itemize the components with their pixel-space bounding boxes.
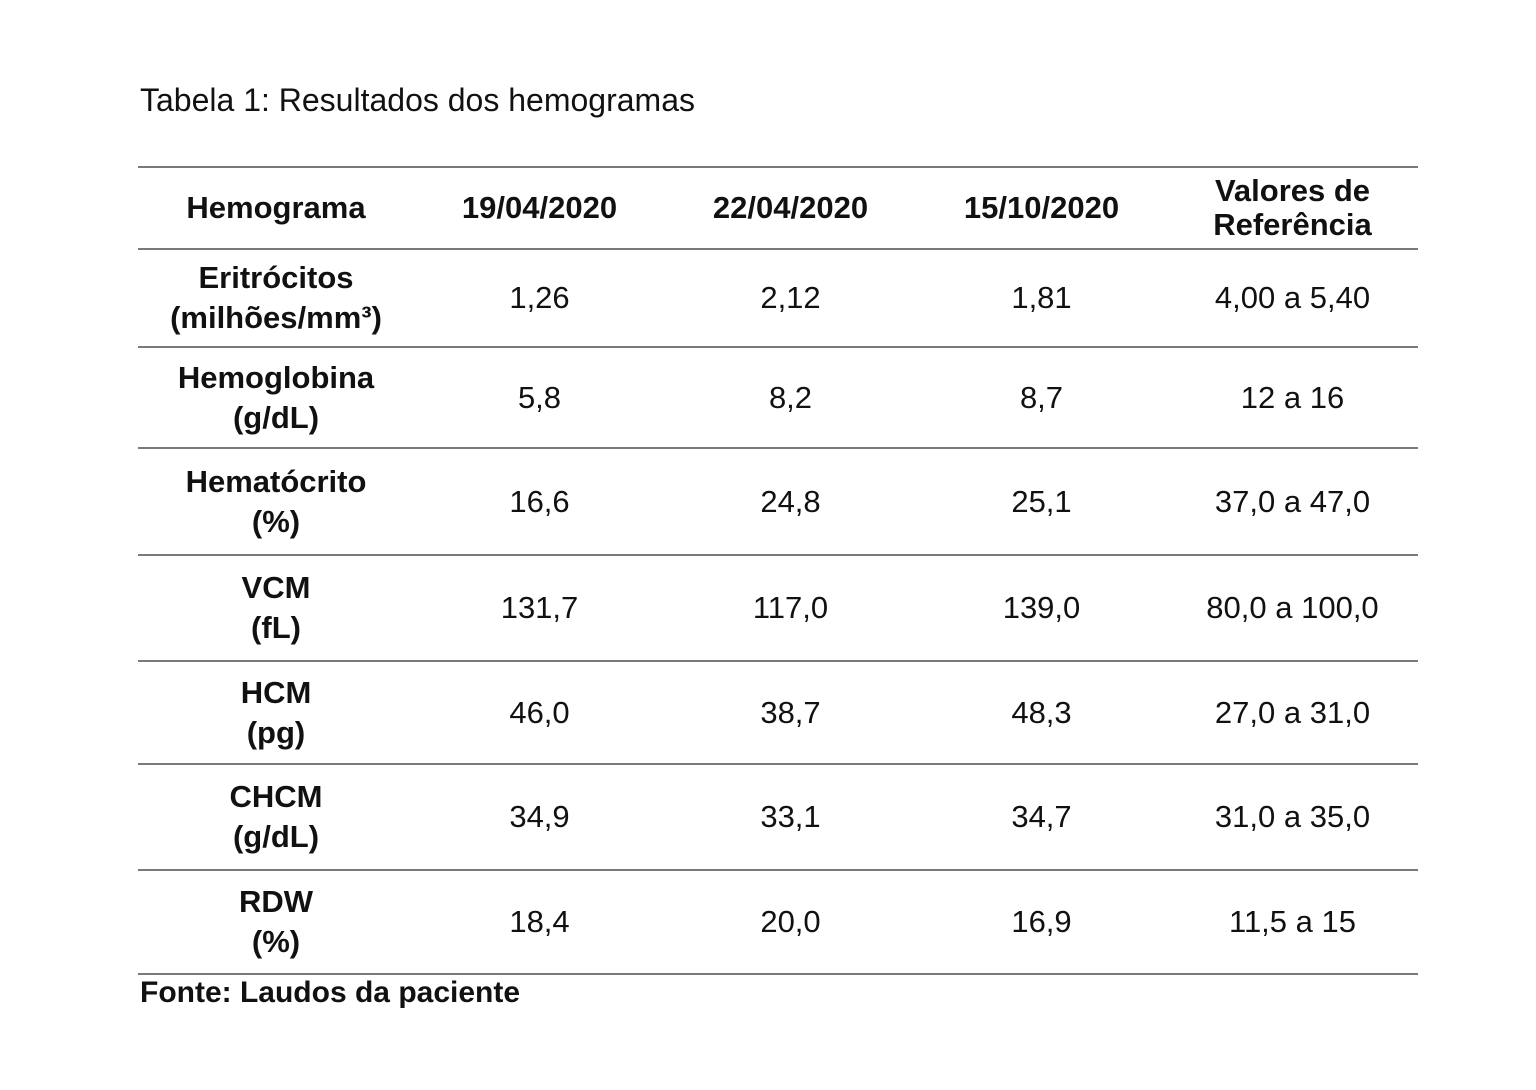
parameter-name: CHCM — [229, 779, 323, 814]
table-row: Hemoglobina (g/dL) 5,8 8,2 8,7 12 a 16 — [138, 347, 1418, 448]
row-label: Hemoglobina (g/dL) — [138, 347, 414, 448]
parameter-name: VCM — [241, 570, 311, 605]
result-cell: 38,7 — [760, 694, 821, 730]
parameter-unit: (fL) — [251, 610, 301, 645]
header-hemograma: Hemograma — [186, 190, 366, 225]
result-cell: 139,0 — [1002, 590, 1081, 625]
table-row: HCM (pg) 46,0 38,7 48,3 27,0 a 31,0 — [138, 661, 1418, 764]
result-cell: 16,6 — [509, 483, 570, 519]
table-row: RDW (%) 18,4 20,0 16,9 11,5 a 15 — [138, 870, 1418, 974]
table-row: Hematócrito (%) 16,6 24,8 25,1 37,0 a 47,0 — [138, 448, 1418, 555]
parameter-unit: (g/dL) — [232, 819, 320, 854]
parameter-name: Eritrócitos — [198, 260, 354, 295]
row-label: Eritrócitos (milhões/mm³) — [138, 249, 414, 347]
result-cell: 34,7 — [1011, 799, 1072, 834]
parameter-unit: (pg) — [246, 714, 306, 750]
reference-cell: 12 a 16 — [1240, 379, 1345, 415]
reference-cell: 80,0 a 100,0 — [1206, 590, 1379, 625]
parameter-name: RDW — [238, 884, 314, 919]
parameter-unit: (g/dL) — [232, 399, 320, 435]
row-label: Hematócrito (%) — [138, 448, 414, 555]
result-cell: 24,8 — [760, 483, 821, 519]
result-cell: 5,8 — [517, 379, 562, 415]
reference-cell: 31,0 a 35,0 — [1214, 799, 1371, 834]
result-cell: 16,9 — [1011, 904, 1072, 939]
header-date-2: 22/04/2020 — [712, 190, 869, 225]
reference-cell: 4,00 a 5,40 — [1214, 280, 1371, 315]
parameter-name: HCM — [240, 674, 312, 710]
row-label: HCM (pg) — [138, 661, 414, 764]
header-reference-line1: Valores de — [1214, 173, 1371, 208]
result-cell: 34,9 — [509, 799, 570, 834]
reference-cell: 37,0 a 47,0 — [1214, 483, 1371, 519]
table-row: Eritrócitos (milhões/mm³) 1,26 2,12 1,81 4,00… — [138, 249, 1418, 347]
result-cell: 33,1 — [760, 799, 821, 834]
result-cell: 18,4 — [509, 904, 570, 939]
table-source: Fonte: Laudos da paciente — [140, 976, 521, 1009]
result-cell: 1,81 — [1011, 280, 1072, 315]
row-label: CHCM (g/dL) — [138, 764, 414, 870]
table-caption: Tabela 1: Resultados dos hemogramas — [140, 82, 695, 118]
result-cell: 131,7 — [500, 590, 579, 625]
reference-cell: 27,0 a 31,0 — [1214, 694, 1371, 730]
result-cell: 20,0 — [760, 904, 821, 939]
parameter-name: Hemoglobina — [177, 359, 375, 395]
result-cell: 1,26 — [509, 280, 570, 315]
table-row: VCM (fL) 131,7 117,0 139,0 80,0 a 100,0 — [138, 555, 1418, 661]
header-date-1: 19/04/2020 — [461, 190, 618, 225]
result-cell: 117,0 — [752, 590, 829, 625]
row-label: RDW (%) — [138, 870, 414, 974]
result-cell: 8,7 — [1019, 379, 1064, 415]
parameter-unit: (%) — [251, 924, 301, 959]
parameter-name: Hematócrito — [185, 463, 367, 499]
result-cell: 25,1 — [1011, 483, 1072, 519]
parameter-unit: (%) — [251, 503, 301, 539]
result-cell: 2,12 — [760, 280, 821, 315]
reference-cell: 11,5 a 15 — [1229, 904, 1356, 939]
table-header-row: Hemograma 19/04/2020 22/04/2020 15/10/20… — [138, 167, 1418, 249]
header-reference-line2: Referência — [1213, 207, 1372, 242]
parameter-unit: (milhões/mm³) — [170, 300, 382, 335]
result-cell: 8,2 — [768, 379, 813, 415]
result-cell: 46,0 — [509, 694, 570, 730]
header-reference: Valores de Referência — [1167, 167, 1418, 249]
row-label: VCM (fL) — [138, 555, 414, 661]
header-date-3: 15/10/2020 — [963, 190, 1120, 225]
table-row: CHCM (g/dL) 34,9 33,1 34,7 31,0 a 35,0 — [138, 764, 1418, 870]
result-cell: 48,3 — [1011, 694, 1072, 730]
hemogram-table: Hemograma 19/04/2020 22/04/2020 15/10/20… — [138, 166, 1418, 975]
